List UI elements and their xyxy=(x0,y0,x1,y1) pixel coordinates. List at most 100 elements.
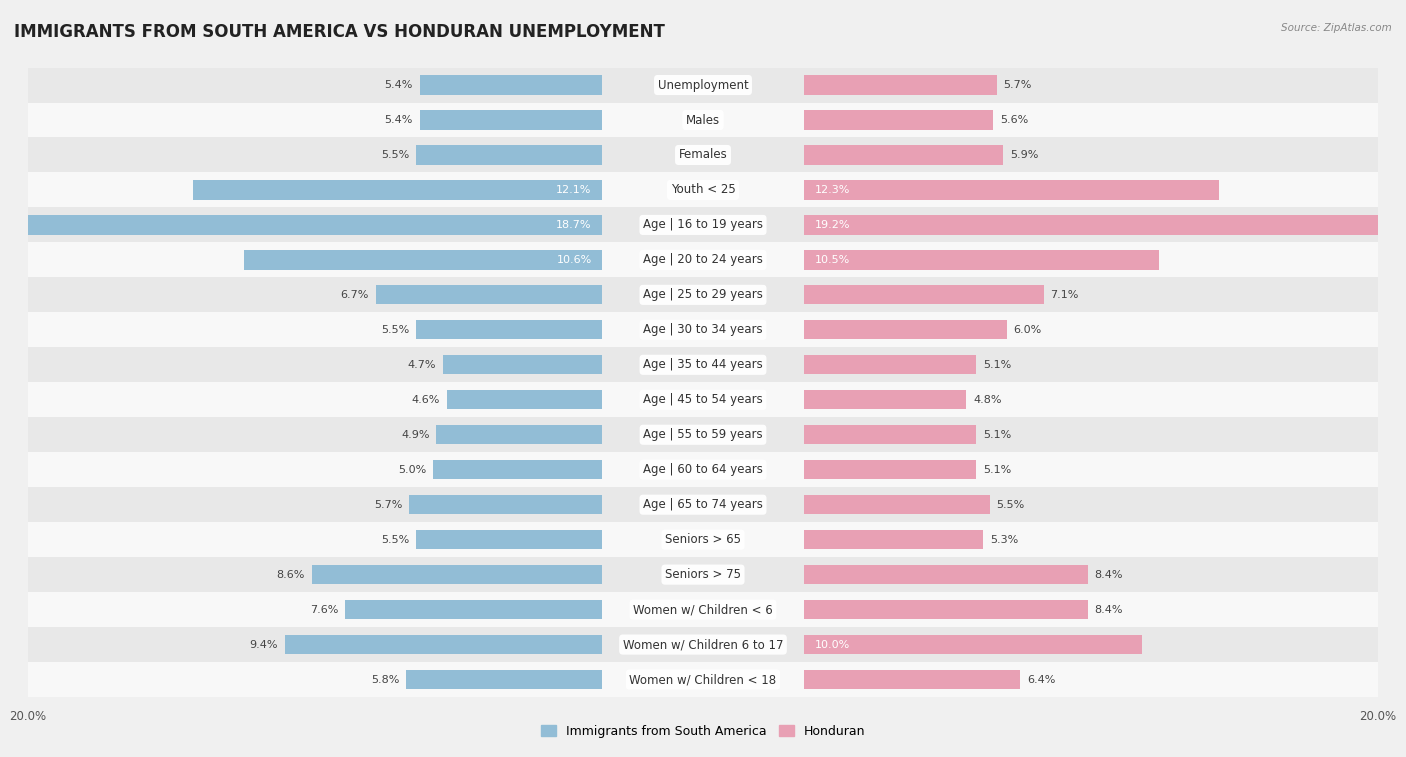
Text: 5.5%: 5.5% xyxy=(381,534,409,544)
Text: 5.8%: 5.8% xyxy=(371,674,399,684)
Text: 5.5%: 5.5% xyxy=(381,150,409,160)
Text: 5.1%: 5.1% xyxy=(983,360,1011,370)
Bar xyxy=(416,320,602,339)
Text: Unemployment: Unemployment xyxy=(658,79,748,92)
Bar xyxy=(312,565,602,584)
Text: Seniors > 65: Seniors > 65 xyxy=(665,533,741,546)
Bar xyxy=(804,495,990,514)
Bar xyxy=(804,425,976,444)
Text: Age | 55 to 59 years: Age | 55 to 59 years xyxy=(643,428,763,441)
Text: Seniors > 75: Seniors > 75 xyxy=(665,568,741,581)
Text: 5.4%: 5.4% xyxy=(384,115,413,125)
Text: Age | 20 to 24 years: Age | 20 to 24 years xyxy=(643,254,763,266)
Text: Women w/ Children 6 to 17: Women w/ Children 6 to 17 xyxy=(623,638,783,651)
Text: Age | 25 to 29 years: Age | 25 to 29 years xyxy=(643,288,763,301)
Bar xyxy=(447,390,602,410)
Text: Age | 35 to 44 years: Age | 35 to 44 years xyxy=(643,358,763,371)
Bar xyxy=(245,251,602,269)
Bar xyxy=(804,565,1088,584)
Bar xyxy=(804,76,997,95)
Bar xyxy=(804,460,976,479)
Bar xyxy=(804,530,983,550)
Text: 8.4%: 8.4% xyxy=(1094,569,1123,580)
Bar xyxy=(804,635,1142,654)
Text: 12.1%: 12.1% xyxy=(557,185,592,195)
Text: 5.3%: 5.3% xyxy=(990,534,1018,544)
Bar xyxy=(804,285,1043,304)
Bar xyxy=(28,488,1378,522)
Bar xyxy=(28,592,1378,627)
Text: Males: Males xyxy=(686,114,720,126)
Bar xyxy=(804,215,1406,235)
Text: Women w/ Children < 6: Women w/ Children < 6 xyxy=(633,603,773,616)
Text: Females: Females xyxy=(679,148,727,161)
Text: 9.4%: 9.4% xyxy=(249,640,278,650)
Bar xyxy=(28,102,1378,138)
Text: 5.5%: 5.5% xyxy=(997,500,1025,509)
Bar xyxy=(804,180,1219,200)
Bar xyxy=(28,662,1378,697)
Text: 10.0%: 10.0% xyxy=(814,640,849,650)
Text: Source: ZipAtlas.com: Source: ZipAtlas.com xyxy=(1281,23,1392,33)
Bar xyxy=(284,635,602,654)
Bar xyxy=(419,76,602,95)
Text: 8.4%: 8.4% xyxy=(1094,605,1123,615)
Text: 5.1%: 5.1% xyxy=(983,465,1011,475)
Text: 5.7%: 5.7% xyxy=(1004,80,1032,90)
Bar xyxy=(28,313,1378,347)
Bar xyxy=(28,522,1378,557)
Bar xyxy=(28,557,1378,592)
Text: 7.6%: 7.6% xyxy=(311,605,339,615)
Bar xyxy=(28,173,1378,207)
Text: 5.6%: 5.6% xyxy=(1000,115,1028,125)
Bar xyxy=(28,277,1378,313)
Bar xyxy=(804,320,1007,339)
Text: 4.9%: 4.9% xyxy=(401,430,430,440)
Text: 6.4%: 6.4% xyxy=(1026,674,1056,684)
Bar xyxy=(804,670,1021,689)
Legend: Immigrants from South America, Honduran: Immigrants from South America, Honduran xyxy=(536,720,870,743)
Bar xyxy=(804,355,976,375)
Bar xyxy=(804,111,993,129)
Text: 4.7%: 4.7% xyxy=(408,360,436,370)
Bar xyxy=(28,138,1378,173)
Text: 5.9%: 5.9% xyxy=(1010,150,1039,160)
Text: 5.4%: 5.4% xyxy=(384,80,413,90)
Bar xyxy=(416,145,602,164)
Bar xyxy=(28,242,1378,277)
Text: IMMIGRANTS FROM SOUTH AMERICA VS HONDURAN UNEMPLOYMENT: IMMIGRANTS FROM SOUTH AMERICA VS HONDURA… xyxy=(14,23,665,41)
Bar xyxy=(804,145,1004,164)
Text: Women w/ Children < 18: Women w/ Children < 18 xyxy=(630,673,776,686)
Bar xyxy=(419,111,602,129)
Bar xyxy=(194,180,602,200)
Bar xyxy=(28,347,1378,382)
Text: 6.7%: 6.7% xyxy=(340,290,368,300)
Text: 8.6%: 8.6% xyxy=(277,569,305,580)
Bar xyxy=(28,452,1378,488)
Text: 5.1%: 5.1% xyxy=(983,430,1011,440)
Text: 4.6%: 4.6% xyxy=(412,394,440,405)
Text: 12.3%: 12.3% xyxy=(814,185,849,195)
Text: 10.5%: 10.5% xyxy=(814,255,849,265)
Text: 5.7%: 5.7% xyxy=(374,500,402,509)
Text: Age | 65 to 74 years: Age | 65 to 74 years xyxy=(643,498,763,511)
Text: Age | 60 to 64 years: Age | 60 to 64 years xyxy=(643,463,763,476)
Bar xyxy=(28,207,1378,242)
Text: Youth < 25: Youth < 25 xyxy=(671,183,735,197)
Bar xyxy=(409,495,602,514)
Bar xyxy=(433,460,602,479)
Text: Age | 16 to 19 years: Age | 16 to 19 years xyxy=(643,219,763,232)
Text: 18.7%: 18.7% xyxy=(557,220,592,230)
Bar xyxy=(406,670,602,689)
Text: Age | 45 to 54 years: Age | 45 to 54 years xyxy=(643,394,763,407)
Bar xyxy=(28,417,1378,452)
Bar xyxy=(28,627,1378,662)
Bar xyxy=(804,251,1159,269)
Bar xyxy=(443,355,602,375)
Text: 5.0%: 5.0% xyxy=(398,465,426,475)
Text: 4.8%: 4.8% xyxy=(973,394,1001,405)
Text: 7.1%: 7.1% xyxy=(1050,290,1078,300)
Bar xyxy=(416,530,602,550)
Bar xyxy=(804,600,1088,619)
Bar xyxy=(28,67,1378,102)
